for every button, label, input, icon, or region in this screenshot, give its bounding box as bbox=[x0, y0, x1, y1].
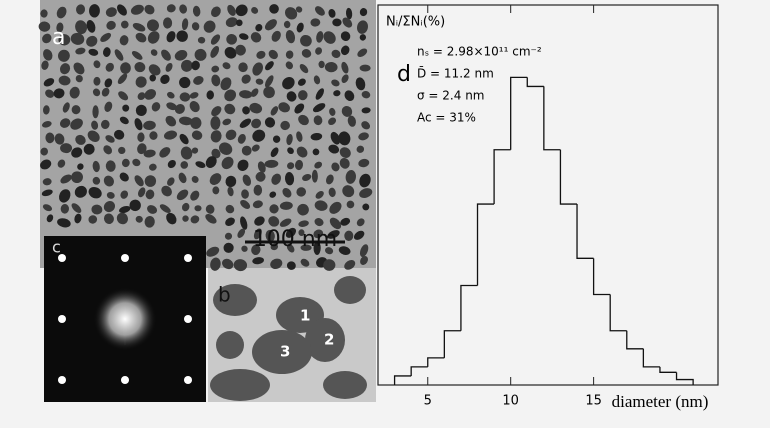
histogram-bar bbox=[527, 77, 544, 86]
histogram-bar bbox=[444, 331, 461, 358]
x-tick-label: 15 bbox=[585, 394, 602, 409]
particle-label: 3 bbox=[280, 343, 290, 361]
annotation: D̄ = 11.2 nm bbox=[417, 66, 494, 80]
diffraction-center bbox=[93, 287, 157, 351]
histogram-bar bbox=[511, 77, 528, 149]
diffraction-spot bbox=[121, 254, 129, 262]
histogram-bar bbox=[411, 367, 428, 376]
histogram-bar bbox=[494, 150, 511, 204]
diffraction-spot bbox=[184, 315, 192, 323]
y-axis-label: Nᵢ/ΣNᵢ(%) bbox=[386, 15, 445, 30]
panel-label: d bbox=[397, 62, 411, 87]
particle bbox=[60, 143, 72, 153]
histogram-bar bbox=[594, 258, 611, 294]
annotation: nₛ = 2.98×10¹¹ cm⁻² bbox=[417, 45, 542, 59]
histogram-bar bbox=[577, 204, 594, 258]
particle-label: 1 bbox=[300, 307, 310, 325]
diffraction-spot bbox=[58, 315, 66, 323]
annotation: σ = 2.4 nm bbox=[417, 89, 484, 103]
plot-frame bbox=[378, 5, 718, 385]
histogram-bar bbox=[428, 358, 445, 367]
particle bbox=[312, 170, 318, 183]
x-tick-label: 10 bbox=[502, 394, 519, 409]
particle-label: 2 bbox=[324, 331, 334, 349]
histogram-bar bbox=[395, 376, 412, 385]
particle bbox=[334, 276, 366, 304]
histogram-bar bbox=[560, 150, 577, 204]
panel-label: b bbox=[218, 283, 231, 307]
x-axis-label: diameter (nm) bbox=[612, 392, 709, 411]
diffraction-spot bbox=[184, 376, 192, 384]
panel-label: c bbox=[52, 238, 61, 257]
histogram-bar bbox=[677, 372, 694, 385]
panel-label: a bbox=[52, 25, 65, 50]
histogram-bar bbox=[643, 349, 660, 367]
particle bbox=[360, 65, 371, 72]
particle bbox=[210, 369, 270, 401]
histogram-bar bbox=[660, 367, 677, 372]
diffraction-spot bbox=[58, 376, 66, 384]
histogram-bar bbox=[610, 295, 627, 331]
annotation: Ac = 31% bbox=[417, 111, 476, 125]
histogram-bar bbox=[627, 331, 644, 349]
histogram-bar bbox=[478, 204, 495, 285]
particle bbox=[323, 371, 367, 399]
x-tick-label: 5 bbox=[424, 394, 432, 409]
histogram-bar bbox=[544, 86, 561, 149]
page: {"figure": {"panels": {"a": "a", "b": "b… bbox=[0, 0, 770, 428]
histogram-bar bbox=[461, 285, 478, 330]
diffraction-spot bbox=[121, 376, 129, 384]
diffraction-spot bbox=[184, 254, 192, 262]
figure: a b c 100 nm 1 2 3 Nᵢ/ΣNᵢ(%) d nₛ = 2.98… bbox=[0, 0, 770, 428]
scale-label: 100 nm bbox=[253, 227, 337, 252]
particle bbox=[210, 116, 220, 130]
particle bbox=[216, 331, 244, 359]
